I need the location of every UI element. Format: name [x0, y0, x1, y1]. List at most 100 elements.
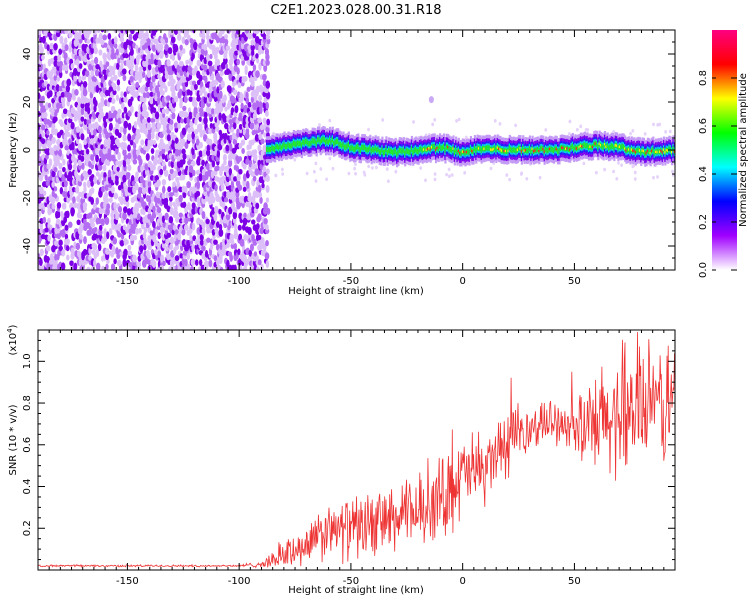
spectrogram-cell: [142, 118, 147, 124]
spectrogram-cell: [265, 59, 270, 66]
spectrogram-cell: [337, 138, 340, 145]
spectrogram-cell: [176, 155, 181, 162]
spectrogram-cell: [147, 207, 152, 215]
spectrogram-cell: [238, 156, 242, 162]
spectrogram-cell: [260, 138, 265, 145]
spectrogram-cell: [58, 162, 63, 170]
spectrogram-peak: [447, 145, 450, 149]
spectrogram-cell: [98, 132, 102, 140]
spectrogram-cell: [224, 122, 229, 130]
spectrogram-cell: [185, 59, 189, 66]
spectrogram-cell: [139, 95, 144, 103]
spectrogram-cell: [196, 196, 200, 204]
spectrogram-cell: [257, 117, 262, 124]
spectrogram-cell: [162, 260, 166, 267]
spectrogram-cell: [283, 142, 286, 148]
spectrogram-cell: [510, 147, 513, 153]
spectrogram-cell: [136, 149, 140, 156]
spectrogram-cell: [191, 202, 196, 209]
spectrogram-cell: [161, 147, 166, 154]
spectrogram-cell: [333, 140, 336, 147]
spectrogram-cell: [255, 100, 260, 108]
spectrogram-cell: [224, 63, 229, 69]
spectrogram-y-label: Frequency (Hz): [8, 112, 19, 188]
spectrogram-cell: [137, 53, 141, 60]
spectrogram-cell: [157, 96, 161, 105]
spectrogram-cell: [412, 120, 415, 124]
spectrogram-cell: [109, 135, 115, 141]
spectrogram-cell: [447, 167, 451, 172]
spectrogram-cell: [161, 153, 166, 160]
spectrogram-cell: [107, 169, 112, 178]
spectrogram-cell: [88, 255, 92, 261]
spectrogram-cell: [156, 179, 162, 187]
spectrogram-cell: [262, 144, 267, 153]
spectrogram-cell: [92, 42, 97, 50]
spectrogram-cell: [171, 229, 175, 236]
spectrogram-cell: [262, 33, 267, 40]
spectrogram-cell: [103, 81, 107, 89]
spectrogram-cell: [386, 150, 389, 156]
spectrogram-cell: [264, 252, 270, 260]
spectrogram-cell: [48, 107, 53, 113]
spectrogram-cell: [502, 147, 505, 154]
spectrogram-cell: [467, 149, 470, 155]
spectrogram-cell: [594, 170, 598, 175]
spectrogram-cell: [74, 89, 79, 96]
spectrogram-cell: [328, 156, 332, 161]
spectrogram-cell: [329, 137, 332, 143]
spectrogram-cell: [105, 131, 110, 140]
spectrogram-cell: [58, 85, 64, 92]
spectrogram-cell: [241, 148, 245, 154]
spectrogram-cell: [238, 123, 243, 130]
spectrogram-cell: [190, 126, 195, 133]
spectrogram-peak: [614, 144, 618, 147]
spectrogram-cell: [104, 191, 109, 199]
spectrogram-peak: [646, 149, 650, 153]
spectrogram-cell: [72, 196, 76, 205]
spectrogram-cell: [519, 172, 523, 176]
spectrogram-cell: [78, 49, 83, 57]
spectrogram-cell: [42, 142, 47, 151]
spectrogram-cell: [448, 146, 451, 152]
snr-x-tick-label: -150: [116, 576, 139, 587]
spectrogram-cell: [547, 147, 550, 153]
spectrogram-cell: [134, 90, 139, 99]
spectrogram-cell: [86, 136, 90, 144]
spectrogram-peak: [538, 149, 541, 153]
spectrogram-cell: [90, 180, 94, 187]
spectrogram-cell: [419, 166, 423, 170]
spectrogram-cell: [55, 158, 60, 166]
spectrogram-peak: [664, 151, 667, 154]
spectrogram-cell: [265, 224, 269, 231]
spectrogram-cell: [97, 125, 103, 134]
spectrogram-cell: [354, 146, 357, 152]
spectrogram-cell: [39, 62, 44, 72]
snr-y-tick-label: 0.4: [22, 479, 33, 495]
spectrogram-cell: [314, 179, 318, 183]
spectrogram-cell: [174, 229, 179, 235]
spectrogram-cell: [157, 242, 162, 251]
spectrogram-cell: [129, 48, 134, 56]
spectrogram-cell: [161, 142, 166, 150]
spectrogram-cell: [90, 137, 95, 146]
spectrogram-cell: [417, 148, 420, 155]
spectrogram-cell: [152, 205, 156, 212]
spectrogram-cell: [93, 128, 97, 136]
spectrogram-cell: [582, 143, 585, 149]
spectrogram-cell: [347, 142, 350, 148]
spectrogram-cell: [265, 185, 270, 193]
spectrogram-cell: [381, 118, 385, 122]
spectrogram-peak: [534, 149, 537, 152]
spectrogram-cell: [132, 254, 137, 263]
spectrogram-cell: [525, 176, 529, 181]
spectrogram-cell: [125, 200, 130, 208]
spectrogram-cell: [183, 116, 188, 124]
spectrogram-cell: [141, 102, 146, 109]
spectrogram-cell: [139, 245, 144, 253]
spectrogram-cell: [76, 195, 81, 203]
spectrogram-cell: [615, 176, 619, 181]
spectrogram-cell: [253, 153, 258, 162]
spectrogram-cell: [488, 145, 491, 151]
spectrogram-cell: [169, 236, 175, 245]
